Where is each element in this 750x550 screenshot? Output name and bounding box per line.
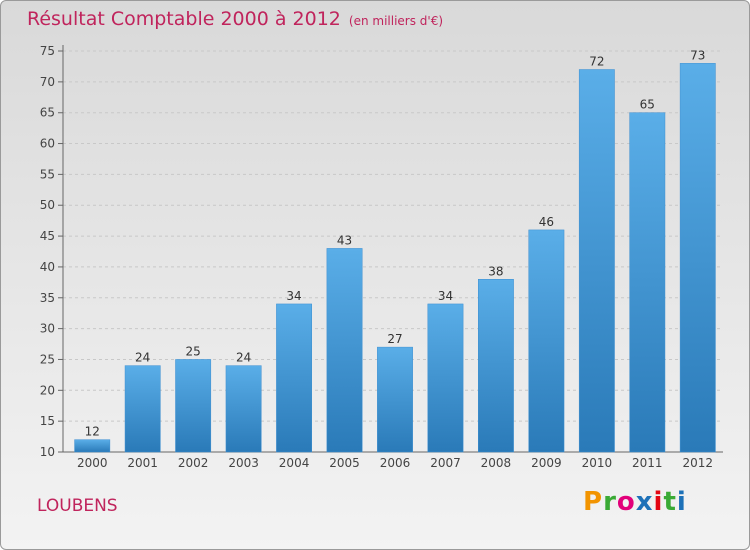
- data-label-2003: 24: [236, 351, 251, 365]
- data-label-2012: 73: [690, 48, 705, 62]
- x-tick-label: 2003: [228, 456, 259, 470]
- bars: [74, 63, 716, 453]
- bar-2008: [478, 279, 514, 453]
- x-tick-label: 2001: [127, 456, 158, 470]
- x-tick-label: 2009: [531, 456, 562, 470]
- logo-letter: o: [616, 487, 636, 517]
- y-tick-label: 65: [40, 106, 55, 120]
- y-tick-label: 35: [40, 291, 55, 305]
- y-tick-label: 25: [40, 352, 55, 366]
- y-tick-label: 70: [40, 75, 55, 89]
- data-label-2006: 27: [387, 332, 402, 346]
- bar-2003: [225, 365, 262, 453]
- chart-subtitle: (en milliers d'€): [348, 14, 444, 28]
- y-tick-label: 40: [40, 260, 55, 274]
- y-tick-label: 75: [40, 44, 55, 58]
- bar-2001: [124, 365, 161, 453]
- data-label-2010: 72: [589, 55, 604, 69]
- x-tick-labels: 2000 2001 2002 2003 2004 2005 2006 2007 2008 2009…: [77, 456, 713, 470]
- y-tick-label: 10: [40, 445, 55, 459]
- bar-2006: [377, 346, 413, 453]
- data-label-2004: 34: [286, 289, 301, 303]
- logo-letter: i: [676, 487, 687, 517]
- data-label-2005: 43: [337, 233, 352, 247]
- data-label-2002: 25: [186, 344, 201, 358]
- x-tick-label: 2004: [279, 456, 310, 470]
- bar-2011: [629, 112, 666, 453]
- bar-2009: [528, 229, 565, 453]
- logo-letter: t: [663, 487, 677, 517]
- x-tick-label: 2008: [481, 456, 512, 470]
- bar-2004: [276, 303, 312, 453]
- y-tick-label: 55: [40, 167, 55, 181]
- data-label-2009: 46: [539, 215, 554, 229]
- x-tick-label: 2000: [77, 456, 108, 470]
- logo-letter: i: [653, 487, 664, 517]
- data-label-2001: 24: [135, 351, 150, 365]
- logo-letter: P: [583, 487, 604, 517]
- y-tick-label: 45: [40, 229, 55, 243]
- bar-2007: [427, 303, 464, 453]
- y-tick-label: 50: [40, 198, 55, 212]
- bar-2002: [175, 359, 212, 453]
- y-tick-label: 30: [40, 322, 55, 336]
- data-label-2000: 12: [85, 425, 100, 439]
- data-label-2011: 65: [640, 98, 655, 112]
- data-label-2007: 34: [438, 289, 453, 303]
- x-tick-label: 2012: [682, 456, 713, 470]
- x-tick-label: 2010: [582, 456, 613, 470]
- bar-2000: [74, 439, 111, 453]
- logo-letter: x: [635, 487, 654, 517]
- x-tick-label: 2006: [380, 456, 411, 470]
- bar-2005: [326, 248, 363, 453]
- logo-letter: r: [603, 487, 617, 517]
- chart-title: Résultat Comptable 2000 à 2012 (en millie…: [27, 8, 443, 30]
- y-tick-labels: 10 15 20 25 30 35 40 45 50 55 60 65 70 75: [40, 44, 55, 459]
- bar-2012: [679, 63, 716, 453]
- x-tick-label: 2002: [178, 456, 209, 470]
- y-tick-label: 15: [40, 414, 55, 428]
- commune-name: LOUBENS: [37, 496, 118, 516]
- data-label-2008: 38: [488, 264, 503, 278]
- bar-2010: [578, 69, 615, 453]
- x-tick-label: 2007: [430, 456, 461, 470]
- y-tick-label: 20: [40, 383, 55, 397]
- y-tick-label: 60: [40, 137, 55, 151]
- x-tick-label: 2011: [632, 456, 663, 470]
- data-labels: 12 24 25 24 34 43 27 34 38 46 72 65 73: [85, 48, 706, 438]
- proxiti-logo: Proxiti: [583, 487, 687, 517]
- x-tick-label: 2005: [329, 456, 360, 470]
- title-text: Résultat Comptable 2000 à 2012: [27, 8, 341, 30]
